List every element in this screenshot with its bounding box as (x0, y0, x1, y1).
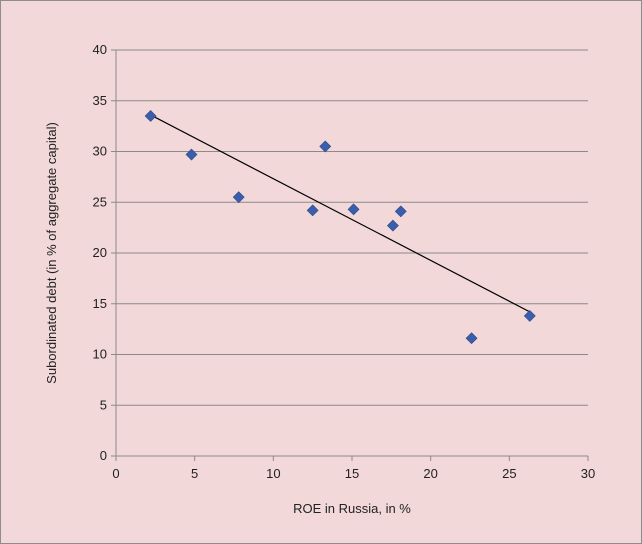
x-tick-label: 15 (345, 466, 359, 481)
data-point (465, 332, 478, 345)
x-axis-label: ROE in Russia, in % (293, 501, 411, 516)
x-tick-label: 5 (191, 466, 198, 481)
data-point (144, 110, 157, 122)
y-tick-label: 15 (93, 296, 107, 311)
data-point (185, 148, 198, 161)
y-tick-label: 10 (93, 347, 107, 362)
y-tick-label: 30 (93, 144, 107, 159)
data-point (306, 204, 319, 217)
data-point (347, 203, 360, 216)
x-tick-label: 10 (266, 466, 280, 481)
y-tick-label: 25 (93, 194, 107, 209)
x-tick-label: 20 (423, 466, 437, 481)
y-tick-label: 20 (93, 245, 107, 260)
y-tick-label: 35 (93, 93, 107, 108)
y-tick-label: 40 (93, 42, 107, 57)
x-tick-label: 0 (112, 466, 119, 481)
x-tick-label: 30 (581, 466, 595, 481)
x-tick-label: 25 (502, 466, 516, 481)
y-tick-label: 0 (100, 448, 107, 463)
data-point (319, 140, 332, 153)
y-axis-label: Subordinated debt (in % of aggregate cap… (44, 122, 59, 384)
data-point (232, 191, 245, 204)
data-point (386, 219, 399, 232)
data-point (523, 310, 536, 322)
data-point (394, 205, 407, 218)
trendline (150, 114, 531, 313)
y-tick-label: 5 (100, 397, 107, 412)
